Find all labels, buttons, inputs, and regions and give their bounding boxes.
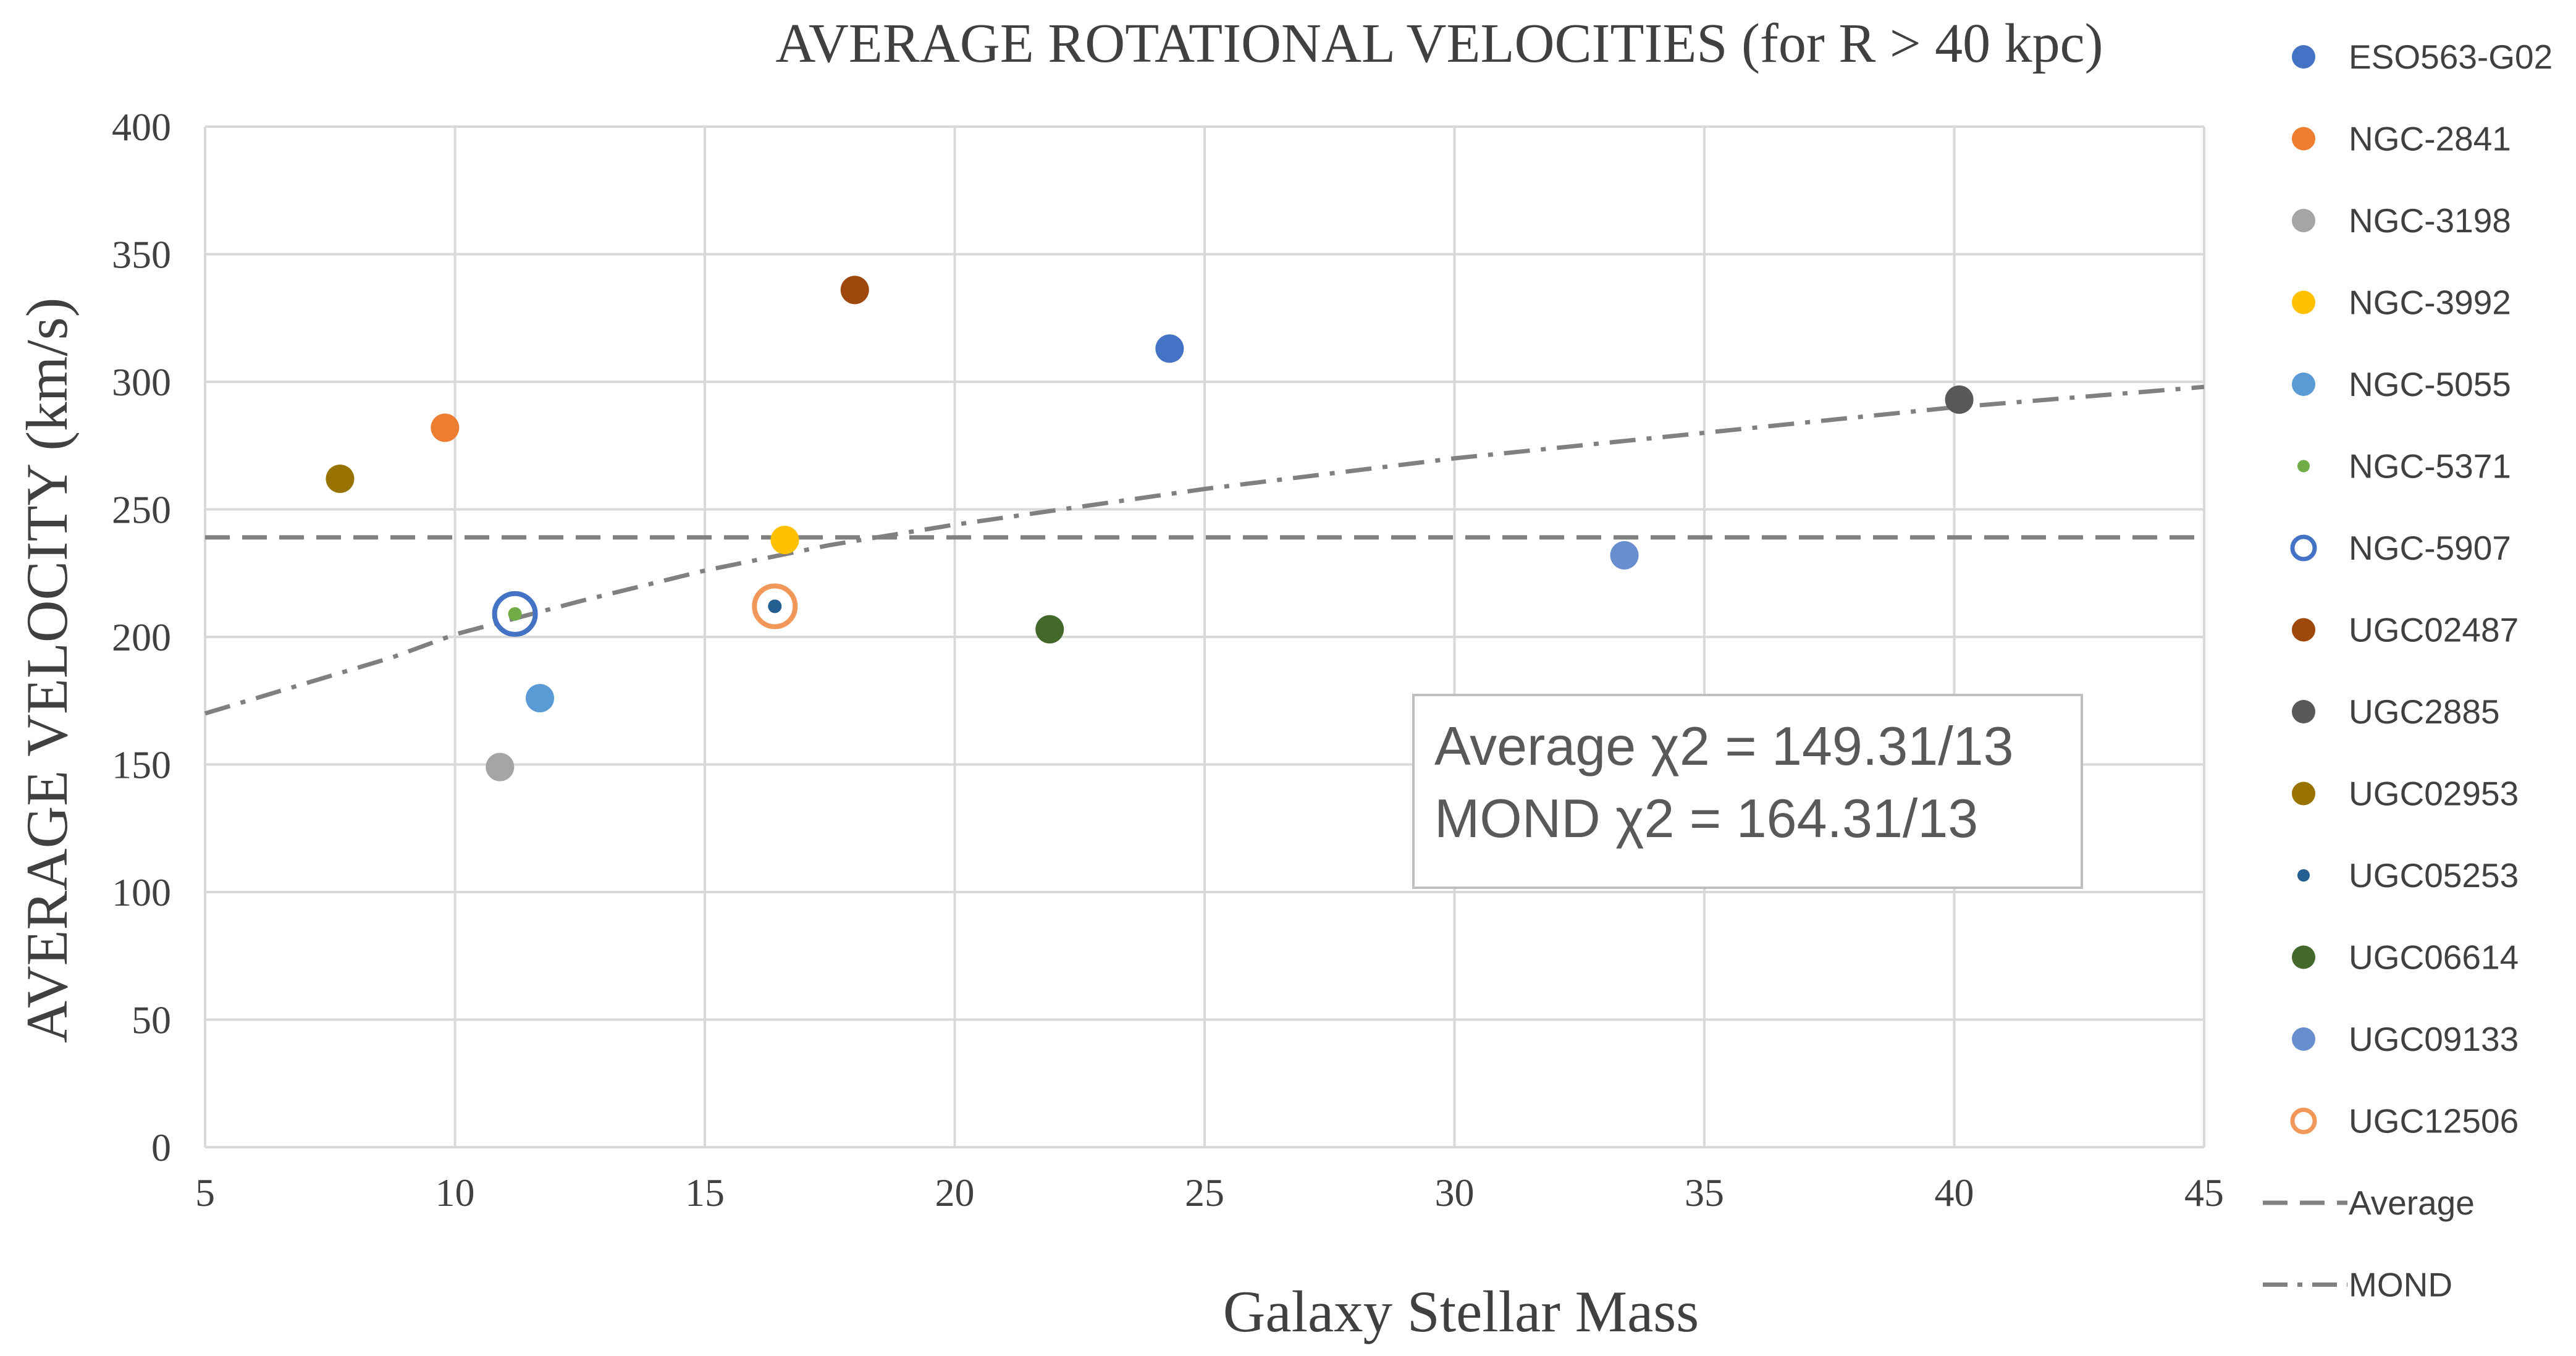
point-ngc-5055 [526, 684, 555, 713]
axes: 0 50 100 150 200 250 300 350 400 5 10 15 20 25 30 35 40 4… [112, 105, 2224, 1215]
legend-marker-ngc-3198 [2292, 209, 2315, 232]
point-eso563-g02 [1155, 334, 1184, 363]
legend-label-ngc-3198: NGC-3198 [2349, 201, 2511, 240]
legend-label-ngc-3992: NGC-3992 [2349, 284, 2511, 322]
legend-label-ngc-2841: NGC-2841 [2349, 120, 2511, 158]
legend-marker-ugc2885 [2292, 700, 2315, 723]
legend-label-ugc12506: UGC12506 [2349, 1102, 2519, 1140]
legend-label-ngc-5907: NGC-5907 [2349, 529, 2511, 567]
legend-marker-ngc-5055 [2292, 373, 2315, 396]
annotation-box [1412, 694, 2083, 889]
x-axis-label: Galaxy Stellar Mass [1223, 1279, 1699, 1344]
point-ngc-3992 [770, 526, 799, 555]
legend-marker-ngc-5371 [2297, 460, 2310, 473]
legend-label-average: Average [2349, 1184, 2475, 1222]
point-ngc-2841 [431, 413, 460, 442]
y-tick-label: 250 [112, 488, 171, 532]
stats-annotation: Average χ2 = 149.31/13 MOND χ2 = 164.31/… [1412, 694, 2083, 889]
legend-marker-ngc-5907 [2290, 534, 2317, 562]
legend-marker-ugc12506 [2290, 1108, 2317, 1134]
legend-label-ngc-5055: NGC-5055 [2349, 365, 2511, 403]
legend-marker-ugc05253 [2297, 869, 2310, 882]
point-ngc-3198 [486, 752, 515, 781]
y-tick-label: 400 [112, 105, 171, 149]
x-tick-label: 20 [935, 1171, 975, 1215]
y-tick-label: 150 [112, 743, 171, 787]
annotation-line-mond: MOND χ2 = 164.31/13 [1434, 788, 1978, 849]
legend-label-ugc06614: UGC06614 [2349, 938, 2519, 977]
y-tick-label: 50 [132, 998, 171, 1042]
legend-marker-ngc-2841 [2292, 127, 2315, 151]
chart-title: AVERAGE ROTATIONAL VELOCITIES (for R > 4… [775, 13, 2103, 74]
y-tick-label: 200 [112, 615, 171, 659]
legend-label-ngc-5371: NGC-5371 [2349, 447, 2511, 486]
x-tick-label: 45 [2184, 1171, 2224, 1215]
legend: ESO563-G02 NGC-2841 NGC-3198 NGC-3992 NGC-50… [2263, 38, 2553, 1304]
legend-marker-ugc06614 [2292, 945, 2315, 969]
y-axis-label: AVERAGE VELOCITY (km/s) [14, 298, 80, 1043]
x-tick-label: 40 [1935, 1171, 1974, 1215]
y-tick-label: 100 [112, 870, 171, 914]
legend-label-ugc05253: UGC05253 [2349, 856, 2519, 895]
point-ugc02487 [840, 276, 869, 305]
point-ugc2885 [1945, 385, 1974, 414]
legend-label-ugc02487: UGC02487 [2349, 611, 2519, 649]
x-tick-label: 5 [195, 1171, 215, 1215]
y-tick-label: 350 [112, 233, 171, 277]
x-tick-label: 15 [685, 1171, 725, 1215]
reference-lines [204, 384, 2205, 716]
point-ngc-5371 [508, 607, 522, 621]
point-ugc06614 [1035, 615, 1064, 644]
legend-marker-ngc-3992 [2292, 290, 2315, 314]
x-tick-label: 30 [1435, 1171, 1475, 1215]
annotation-line-average: Average χ2 = 149.31/13 [1434, 715, 2014, 777]
x-tick-label: 35 [1685, 1171, 1724, 1215]
legend-marker-ugc02487 [2292, 618, 2315, 642]
legend-label-ugc02953: UGC02953 [2349, 775, 2519, 813]
y-tick-label: 300 [112, 360, 171, 404]
legend-label-mond: MOND [2349, 1266, 2452, 1304]
mond-line [204, 384, 2205, 716]
point-ugc05253 [768, 599, 782, 613]
point-ugc09133 [1610, 541, 1639, 570]
y-tick-label: 0 [151, 1126, 171, 1169]
legend-marker-ugc02953 [2292, 781, 2315, 806]
point-ugc02953 [326, 464, 355, 493]
legend-marker-ugc09133 [2292, 1027, 2315, 1051]
point-ugc12506 [752, 583, 798, 630]
x-tick-label: 10 [436, 1171, 475, 1215]
x-tick-label: 25 [1185, 1171, 1224, 1215]
legend-marker-eso563-g02 [2292, 45, 2315, 69]
gridlines [204, 125, 2205, 1148]
point-ngc-5907 [492, 591, 538, 637]
legend-label-ugc2885: UGC2885 [2349, 693, 2500, 731]
legend-label-ugc09133: UGC09133 [2349, 1020, 2519, 1058]
legend-label-eso563-g02: ESO563-G02 [2349, 38, 2553, 76]
data-points [326, 276, 1974, 781]
